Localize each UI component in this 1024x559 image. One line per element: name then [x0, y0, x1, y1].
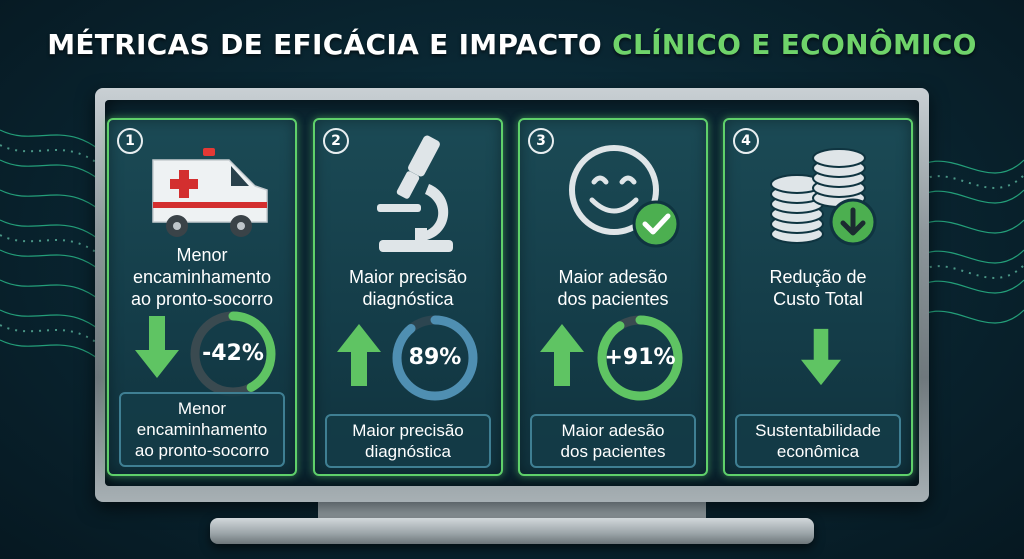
- metric-card-4: 4 Redução de Custo Total Sustentabilidad…: [723, 118, 913, 476]
- metric-value: -42%: [202, 341, 264, 366]
- card-label: Maior adesão dos pacientes: [557, 267, 669, 309]
- title-main: MÉTRICAS DE EFICÁCIA E IMPACTO: [47, 28, 603, 61]
- microscope-icon: [377, 135, 453, 252]
- card-label: Redução de Custo Total: [769, 267, 867, 309]
- card-footer: Maior precisão diagnóstica: [325, 414, 491, 468]
- metric-card-3: 3 Maior adesão dos pacientes +91% Maior …: [518, 118, 708, 476]
- page-title: MÉTRICAS DE EFICÁCIA E IMPACTO CLÍNICO E…: [0, 28, 1024, 61]
- metric-ring: -42%: [187, 308, 279, 400]
- decorative-waves-left: [0, 129, 120, 381]
- metric-value: 89%: [408, 345, 462, 370]
- metric-card-2: 2 Maior precisão diagnóstica 89% Maior p…: [313, 118, 503, 476]
- metric-value: +91%: [604, 345, 676, 370]
- arrow-up-icon: [540, 324, 584, 386]
- card-footer: Maior adesão dos pacientes: [530, 414, 696, 468]
- card-number: 1: [117, 128, 143, 154]
- card-label: Menor encaminhamento ao pronto-socorro: [130, 245, 274, 309]
- metric-ring: +91%: [594, 312, 686, 404]
- ambulance-icon: [152, 148, 268, 237]
- smiley-check-icon: [569, 145, 680, 248]
- card-number: 4: [733, 128, 759, 154]
- metric-card-1: 1 Menor encaminhamento ao pronto-socorro…: [107, 118, 297, 476]
- coins-down-icon: [770, 148, 877, 246]
- metric-ring: 89%: [389, 312, 481, 404]
- arrow-down-icon: [801, 328, 841, 386]
- card-label: Maior precisão diagnóstica: [348, 267, 468, 309]
- card-number: 3: [528, 128, 554, 154]
- card-footer: Sustentabilidade econômica: [735, 414, 901, 468]
- arrow-up-icon: [337, 324, 381, 386]
- title-accent: CLÍNICO E ECONÔMICO: [612, 28, 977, 61]
- card-footer: Menor encaminhamento ao pronto-socorro: [119, 392, 285, 467]
- monitor-stand: [210, 518, 814, 544]
- card-number: 2: [323, 128, 349, 154]
- arrow-down-icon: [135, 316, 179, 378]
- monitor-neck: [318, 502, 706, 522]
